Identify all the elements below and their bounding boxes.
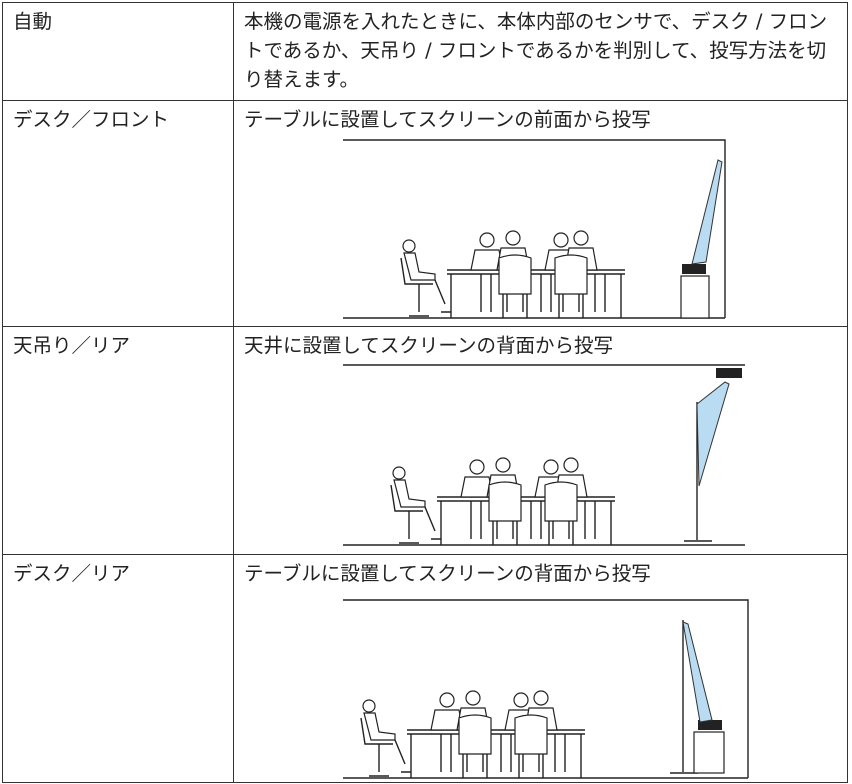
description-cell: テーブルに設置してスクリーンの前面から投写: [233, 100, 848, 327]
description-cell: 本機の電源を入れたときに、本体内部のセンサで、デスク / フロントであるか、天吊…: [233, 2, 848, 101]
mode-cell: 自動: [2, 2, 234, 101]
table-row: 天吊り／リア 天井に設置してスクリーンの背面から投写: [2, 326, 848, 555]
description-cell: テーブルに設置してスクリーンの背面から投写: [233, 554, 848, 783]
description-cell: 天井に設置してスクリーンの背面から投写: [233, 326, 848, 555]
mode-cell: デスク／リア: [2, 554, 234, 783]
table-row: デスク／フロント テーブルに設置してスクリーンの前面から投写: [2, 100, 848, 327]
mode-cell: 天吊り／リア: [2, 326, 234, 555]
mode-cell: デスク／フロント: [2, 100, 234, 327]
table-row: デスク／リア テーブルに設置してスクリーンの背面から投写: [2, 554, 848, 783]
table-row: 自動 本機の電源を入れたときに、本体内部のセンサで、デスク / フロントであるか…: [2, 2, 848, 101]
